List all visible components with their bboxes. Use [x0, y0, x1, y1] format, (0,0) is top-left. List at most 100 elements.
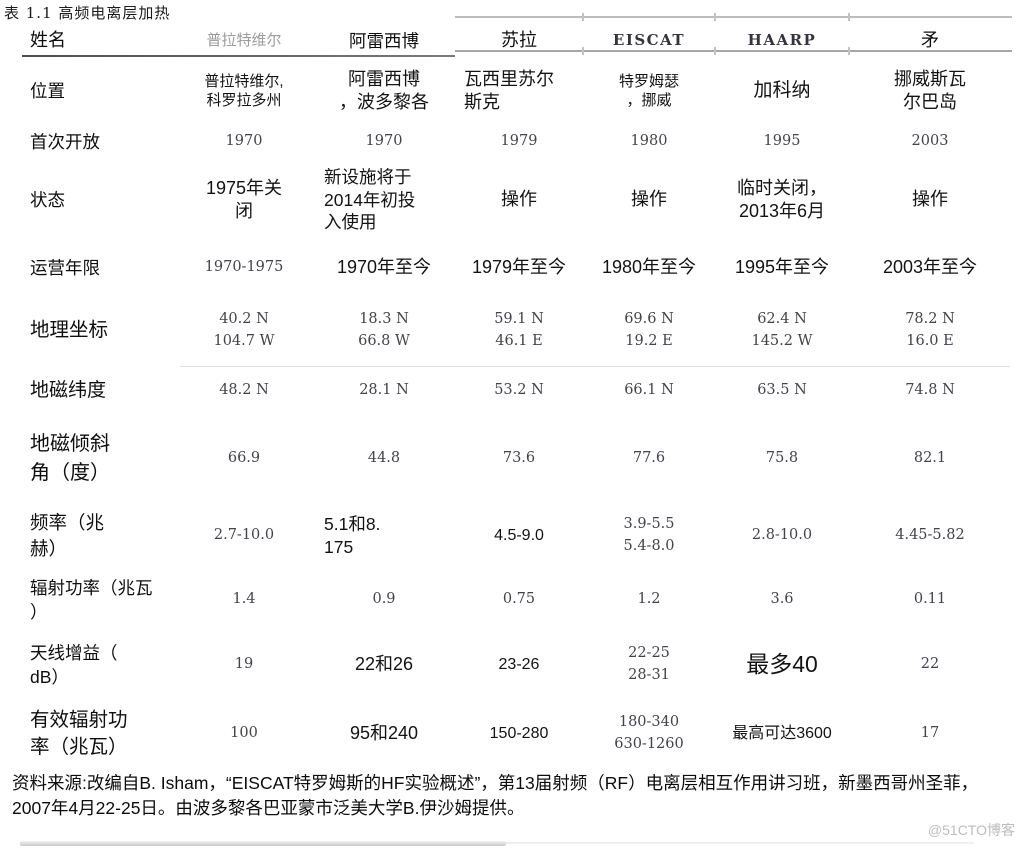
table-cell: 2.8-10.0 — [751, 527, 813, 544]
table-cell: 23-26 — [498, 655, 540, 673]
column-divider-tick — [582, 13, 584, 21]
table-cell: 2003年至今 — [882, 257, 978, 278]
row-label-radiated-power: 辐射功率（兆瓦 ） — [30, 577, 153, 623]
table-cell: 2003 — [911, 133, 949, 150]
table-cell: 1.2 — [637, 591, 661, 608]
column-divider-tick — [848, 47, 850, 55]
table-cell: 新设施将于 2014年初投 入使用 — [324, 166, 416, 233]
table-cell: 操作 — [631, 189, 667, 210]
table-cell: 150-280 — [489, 724, 549, 742]
table-cell: 0.9 — [372, 591, 396, 608]
column-divider-tick — [714, 13, 716, 21]
table-cell: 59.1 N 46.1 E — [494, 311, 544, 349]
table-cell: 操作 — [501, 189, 537, 210]
table-cell: 17 — [920, 725, 940, 742]
table-cell: 0.75 — [502, 591, 536, 608]
table-cell: 5.1和8. 175 — [324, 514, 381, 557]
table-title: 表 1.1 高频电离层加热 — [4, 4, 171, 22]
table-cell: 62.4 N 145.2 W — [751, 311, 813, 349]
row-label-geographic-coordinates: 地理坐标 — [30, 319, 109, 342]
bottom-scrollbar-track — [506, 842, 974, 844]
table-cell: 78.2 N 16.0 E — [905, 311, 955, 349]
table-cell: 4.5-9.0 — [494, 526, 544, 544]
row-label-geomagnetic-dip-angle: 地磁倾斜 角（度） — [30, 432, 110, 484]
table-cell: 66.1 N — [624, 382, 674, 399]
table-cell: 1995 — [763, 133, 801, 150]
table-cell: 1979年至今 — [471, 257, 567, 278]
table-cell: 3.9-5.5 5.4-8.0 — [623, 516, 675, 554]
source-note: 资料来源:改编自B. Isham，“EISCAT特罗姆斯的HF实验概述”，第13… — [12, 773, 979, 818]
table-cell: 22-25 28-31 — [628, 645, 670, 683]
table-top-border — [455, 16, 1012, 18]
table-cell: 1975年关 闭 — [205, 177, 283, 221]
table-cell: 63.5 N — [757, 382, 807, 399]
table-cell: 4.45-5.82 — [895, 527, 965, 544]
table-cell: 19 — [234, 656, 254, 673]
table-cell: 1995年至今 — [734, 257, 830, 278]
table-cell: 40.2 N 104.7 W — [213, 311, 275, 349]
table-cell: 瓦西里苏尔 斯克 — [464, 68, 554, 112]
table-cell: 普拉特维尔, 科罗拉多州 — [204, 72, 284, 110]
table-cell: 44.8 — [367, 449, 401, 466]
table-cell: 28.1 N — [359, 382, 409, 399]
name-header: 姓名 — [30, 30, 66, 51]
table-cell: 1.4 — [232, 591, 256, 608]
column-header-platteville: 普拉特维尔 — [206, 32, 282, 50]
table-cell: 临时关闭， 2013年6月 — [737, 177, 827, 221]
bottom-scrollbar[interactable] — [20, 841, 506, 846]
table-cell: 77.6 — [632, 449, 666, 466]
row-label-antenna-gain: 天线增益（ dB） — [30, 642, 118, 688]
table-cell: 操作 — [912, 189, 948, 210]
column-header-eiscat: EISCAT — [612, 31, 686, 50]
table-cell: 特罗姆瑟 ，挪威 — [618, 72, 679, 110]
table-cell: 22和26 — [354, 654, 414, 675]
table-cell: 最多40 — [746, 651, 818, 678]
facilities-table: 姓名 普拉特维尔 阿雷西博 苏拉 EISCAT HAARP 矛 位置 普拉特维尔… — [22, 24, 1010, 767]
column-header-arecibo: 阿雷西博 — [349, 30, 419, 51]
column-header-sura: 苏拉 — [501, 30, 537, 51]
table-cell: 74.8 N — [905, 382, 955, 399]
row-label-years-of-operation: 运营年限 — [30, 257, 100, 278]
table-cell: 1970年至今 — [336, 257, 432, 278]
table-cell: 1980 — [630, 133, 668, 150]
table-cell: 48.2 N — [219, 382, 269, 399]
table-cell: 1970-1975 — [204, 259, 284, 276]
row-label-effective-radiated-power: 有效辐射功 率（兆瓦） — [30, 708, 128, 758]
table-cell: 22 — [920, 656, 940, 673]
table-cell: 0.11 — [913, 591, 947, 608]
table-cell: 82.1 — [913, 449, 947, 466]
table-cell: 1970 — [225, 133, 263, 150]
51cto-watermark: @51CTO博客 — [927, 822, 1015, 838]
table-cell: 1970 — [365, 133, 403, 150]
row-label-frequency: 频率（兆 赫） — [30, 512, 105, 559]
header-underline-left — [22, 55, 455, 57]
table-cell: 69.6 N 19.2 E — [624, 311, 674, 349]
header-underline-right — [455, 50, 1012, 52]
table-cell: 18.3 N 66.8 W — [358, 311, 410, 349]
table-cell: 53.2 N — [494, 382, 544, 399]
row-label-geomagnetic-latitude: 地磁纬度 — [30, 379, 107, 401]
faint-row-line — [180, 366, 1010, 367]
row-label-status: 状态 — [30, 189, 65, 210]
column-divider-tick — [714, 47, 716, 55]
table-cell: 2.7-10.0 — [213, 527, 275, 544]
column-header-spear: 矛 — [921, 30, 939, 51]
table-cell: 挪威斯瓦 尔巴岛 — [894, 68, 966, 112]
table-cell: 180-340 630-1260 — [614, 714, 684, 752]
table-cell: 阿雷西博 ，波多黎各 — [339, 68, 429, 112]
table-cell: 最高可达3600 — [732, 724, 832, 742]
column-divider-tick — [582, 47, 584, 55]
table-cell: 73.6 — [502, 449, 536, 466]
table-cell: 1979 — [500, 133, 538, 150]
table-cell: 3.6 — [770, 591, 794, 608]
table-cell: 75.8 — [765, 449, 799, 466]
row-label-location: 位置 — [30, 80, 65, 101]
column-header-haarp: HAARP — [747, 31, 817, 50]
row-label-first-opened: 首次开放 — [30, 131, 100, 152]
table-cell: 加科纳 — [753, 79, 811, 101]
table-cell: 1980年至今 — [601, 257, 697, 278]
table-cell: 66.9 — [227, 449, 261, 466]
column-divider-tick — [848, 13, 850, 21]
table-cell: 95和240 — [349, 723, 419, 744]
